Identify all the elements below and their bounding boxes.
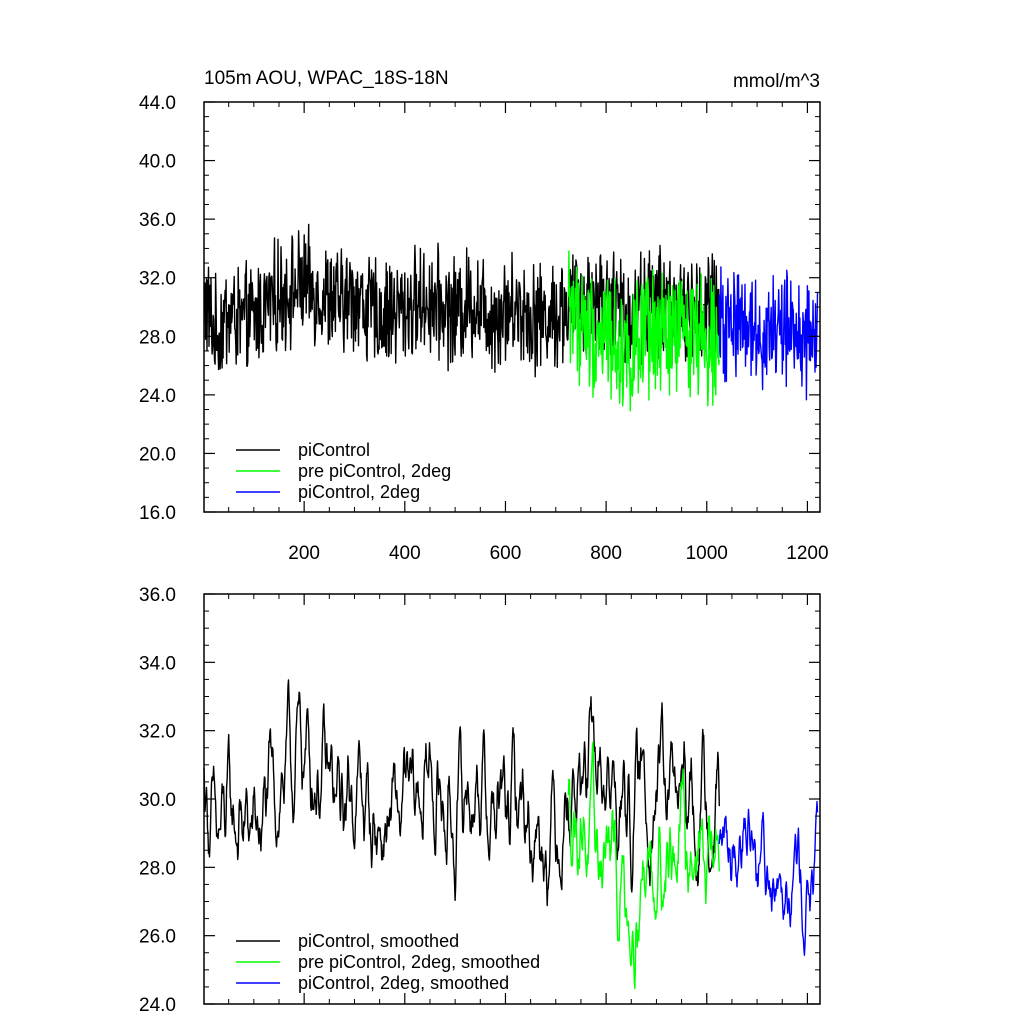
y-tick-label: 36.0 <box>139 210 176 231</box>
series-line-pre-picontrol-2deg <box>567 250 720 412</box>
y-tick-label: 16.0 <box>139 503 176 524</box>
x-tick-label: 800 <box>590 543 622 564</box>
y-tick-label: 32.0 <box>139 269 176 290</box>
y-tick-label: 30.0 <box>139 790 176 811</box>
top-series-layer <box>203 223 819 412</box>
top-chart-title: 105m AOU, WPAC_18S-18N <box>204 68 449 89</box>
x-tick-label: 600 <box>490 543 522 564</box>
x-tick-label: 1000 <box>686 543 728 564</box>
legend-label: piControl, 2deg, smoothed <box>298 973 509 993</box>
bottom-tick-layer: 24.0 26.0 28.0 30.0 32.0 34.0 36.0 <box>139 585 820 1016</box>
legend-label: piControl <box>298 440 370 460</box>
series-line-pre-picontrol-2deg-smoothed <box>567 741 720 990</box>
y-tick-label: 24.0 <box>139 995 176 1016</box>
series-line-picontrol-2deg <box>718 266 819 401</box>
legend-label: piControl, smoothed <box>298 931 459 951</box>
y-tick-label: 28.0 <box>139 327 176 348</box>
y-tick-label: 36.0 <box>139 585 176 606</box>
y-tick-label: 40.0 <box>139 152 176 173</box>
y-tick-label: 26.0 <box>139 927 176 948</box>
top-chart-units: mmol/m^3 <box>733 71 820 92</box>
y-tick-label: 34.0 <box>139 653 176 674</box>
x-tick-label: 200 <box>288 543 320 564</box>
top-tick-layer: 16.0 20.0 24.0 28.0 32.0 36.0 40.0 44.0 200 400 60… <box>139 93 829 564</box>
y-tick-label: 28.0 <box>139 858 176 879</box>
series-line-picontrol-2deg-smoothed <box>718 800 819 956</box>
legend-label: piControl, 2deg <box>298 482 420 502</box>
x-tick-label: 1200 <box>786 543 828 564</box>
y-tick-label: 20.0 <box>139 444 176 465</box>
bottom-series-layer <box>203 679 819 990</box>
y-tick-label: 24.0 <box>139 386 176 407</box>
legend-label: pre piControl, 2deg, smoothed <box>298 952 540 972</box>
y-tick-label: 32.0 <box>139 722 176 743</box>
y-tick-label: 44.0 <box>139 93 176 114</box>
bottom-chart-panel: 24.0 26.0 28.0 30.0 32.0 34.0 36.0 piControl, … <box>139 585 821 1016</box>
top-chart-panel: 105m AOU, WPAC_18S-18N mmol/m^3 16.0 20.0… <box>139 68 829 564</box>
x-tick-label: 400 <box>389 543 421 564</box>
legend-label: pre piControl, 2deg <box>298 461 451 481</box>
series-line-picontrol-smoothed <box>203 679 720 907</box>
